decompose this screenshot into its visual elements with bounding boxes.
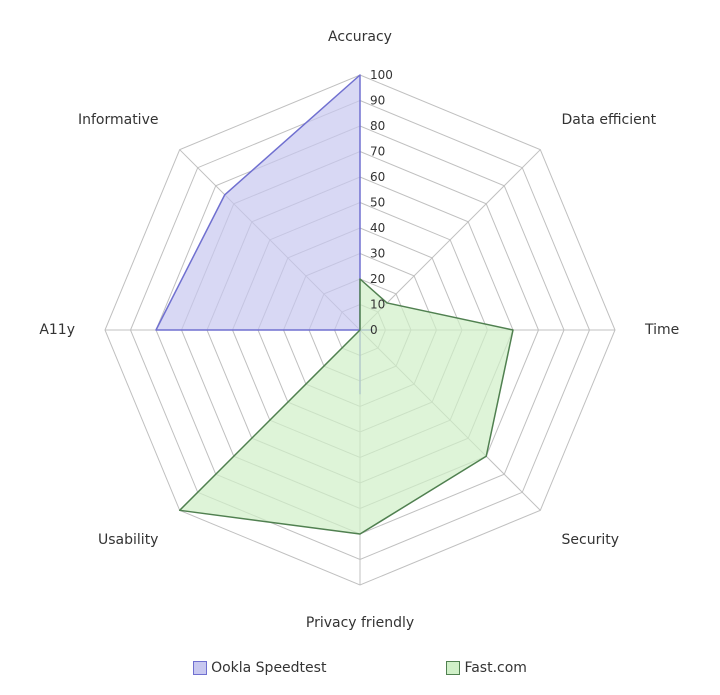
tick-label: 70 [370,145,385,159]
tick-label: 10 [370,298,385,312]
axis-label: Informative [78,112,159,128]
tick-label: 60 [370,170,385,184]
legend-item: Fast.com [446,660,526,676]
axis-label: A11y [39,322,75,338]
legend-swatch [193,661,207,675]
axis-label: Time [645,322,679,338]
tick-label: 0 [370,323,378,337]
legend-item: Ookla Speedtest [193,660,326,676]
legend: Ookla Speedtest Fast.com [0,660,720,676]
axis-label: Security [562,532,620,548]
legend-label: Fast.com [464,660,526,676]
radar-chart-container: 0 10 20 30 40 50 60 70 80 90 100 Accuracy Data effi… [0,0,720,695]
tick-label: 90 [370,94,385,108]
axis-label: Data efficient [562,112,657,128]
axis-label: Usability [98,532,158,548]
legend-swatch [446,661,460,675]
radar-chart: 0 10 20 30 40 50 60 70 80 90 100 [0,0,720,695]
tick-label: 80 [370,119,385,133]
tick-label: 30 [370,247,385,261]
tick-label: 50 [370,196,385,210]
tick-label: 100 [370,68,393,82]
tick-label: 20 [370,272,385,286]
axis-label: Privacy friendly [306,615,414,631]
legend-label: Ookla Speedtest [211,660,326,676]
tick-label: 40 [370,221,385,235]
axis-label: Accuracy [328,29,392,45]
